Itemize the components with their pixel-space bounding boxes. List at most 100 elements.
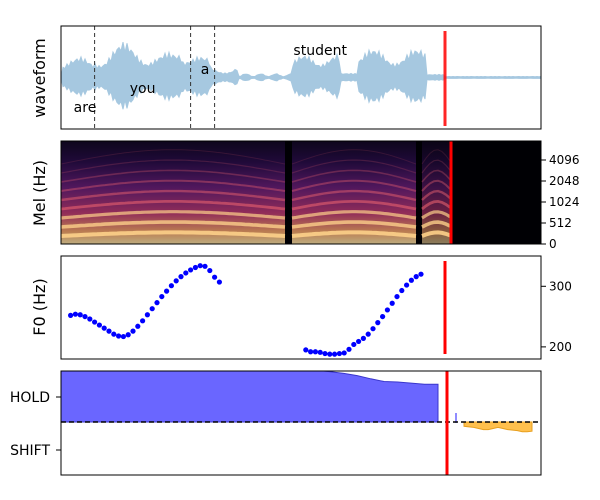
mel-ytick-label: 4096 (549, 153, 580, 167)
f0-point (370, 326, 376, 332)
f0-point (96, 322, 102, 328)
hold-tick-label: HOLD (10, 390, 50, 406)
f0-point (87, 316, 93, 322)
mel-harmonic-band (61, 220, 286, 229)
mel-harmonic-band (421, 169, 451, 183)
f0-point (365, 331, 371, 337)
waveform-frame (60, 25, 542, 130)
mel-harmonic-band (291, 210, 417, 220)
f0-point (192, 264, 198, 271)
f0-point (68, 312, 74, 318)
f0-point (212, 274, 218, 280)
f0-point (168, 283, 174, 289)
mel-harmonic-band (291, 230, 417, 238)
mel-harmonic-band (291, 169, 417, 183)
f0-point (178, 274, 184, 280)
waveform-area (61, 41, 541, 110)
f0-point (308, 349, 314, 355)
f0-point (351, 341, 357, 348)
f0-point (130, 328, 136, 334)
f0-point (77, 312, 83, 318)
f0-point (125, 332, 131, 338)
turn-panel: HOLD SHIFT (10, 370, 542, 476)
f0-point (111, 331, 117, 337)
f0-point (106, 328, 112, 334)
f0-point (384, 307, 390, 313)
f0-point (394, 293, 400, 300)
f0-point (317, 349, 323, 355)
f0-point (322, 350, 328, 357)
mel-harmonic-band (291, 220, 417, 229)
f0-point (154, 300, 160, 306)
mel-harmonic-band (61, 189, 286, 202)
shift-area (463, 421, 533, 433)
f0-point (135, 323, 141, 329)
f0-point (380, 313, 386, 320)
mel-harmonic-band (61, 179, 286, 192)
mel-harmonic-band (421, 210, 451, 220)
mel-ylabel: Mel (Hz) (30, 160, 49, 226)
f0-point (120, 333, 126, 340)
f0-point (336, 350, 342, 357)
f0-point (140, 318, 146, 324)
f0-point (356, 338, 362, 345)
mel-harmonic-band (421, 220, 451, 229)
mel-harmonic-band (291, 200, 417, 211)
mel-harmonic-band (61, 159, 286, 174)
f0-point (346, 346, 352, 352)
waveform-panel: waveform are you a student (30, 25, 542, 130)
f0-point (404, 282, 410, 288)
mel-harmonic-band (291, 159, 417, 174)
mel-ytick-label: 512 (549, 216, 572, 230)
f0-ytick-label: 200 (549, 340, 572, 354)
mel-harmonic-band (291, 149, 417, 165)
f0-point (216, 279, 222, 285)
waveform-ylabel: waveform (30, 38, 49, 118)
mel-harmonic-band (61, 230, 286, 238)
f0-point (101, 325, 107, 331)
f0-frame (60, 255, 542, 360)
mel-harmonic-band (61, 169, 286, 183)
f0-point (202, 263, 208, 269)
f0-ylabel: F0 (Hz) (30, 278, 49, 335)
f0-point (144, 312, 150, 318)
mel-heatmap (61, 141, 541, 244)
mel-frame (60, 140, 542, 245)
f0-point (92, 319, 98, 325)
word-label: you (130, 81, 156, 97)
f0-point (341, 350, 347, 356)
turn-frame (60, 370, 542, 476)
mel-ytick-label: 1024 (549, 195, 580, 209)
mel-harmonic-band (421, 149, 451, 165)
f0-point (159, 293, 165, 300)
mel-ytick-label: 0 (549, 237, 557, 251)
word-label: student (293, 43, 347, 59)
mel-harmonic-band (291, 189, 417, 202)
f0-point (312, 349, 318, 355)
f0-point (173, 278, 179, 284)
f0-panel: F0 (Hz) 200 300 (30, 255, 572, 360)
hold-area (61, 371, 439, 423)
f0-point (418, 271, 424, 277)
f0-point (207, 267, 213, 274)
mel-harmonic-band (421, 199, 451, 211)
f0-point (303, 347, 309, 353)
mel-harmonic-band (291, 179, 417, 192)
mel-ytick-label: 2048 (549, 174, 580, 188)
f0-point (183, 270, 189, 276)
f0-point (399, 287, 405, 294)
f0-point (375, 320, 381, 326)
mel-harmonic-band (61, 210, 286, 220)
f0-point (389, 300, 395, 306)
f0-point (188, 267, 194, 273)
mel-panel: Mel (Hz) 0 512 1024 2048 4096 (30, 140, 580, 251)
f0-point (116, 333, 122, 339)
f0-point (149, 306, 155, 312)
f0-point (408, 277, 414, 283)
f0-point (332, 351, 338, 357)
mel-harmonic-band (421, 230, 451, 238)
f0-point (164, 288, 170, 294)
shift-tick-label: SHIFT (10, 443, 50, 459)
f0-point (82, 313, 88, 320)
mel-harmonic-band (421, 159, 451, 174)
